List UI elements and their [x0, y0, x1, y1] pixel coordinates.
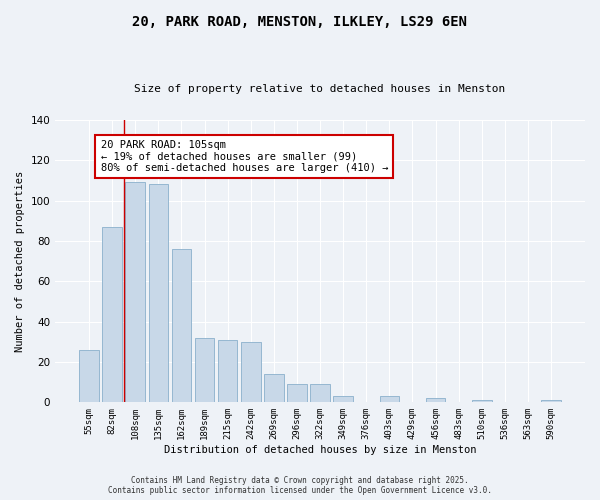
Bar [426, 398, 445, 402]
Bar [310, 384, 330, 402]
Bar [541, 400, 561, 402]
Text: Contains HM Land Registry data © Crown copyright and database right 2025.
Contai: Contains HM Land Registry data © Crown c… [108, 476, 492, 495]
Y-axis label: Number of detached properties: Number of detached properties [15, 170, 25, 352]
Bar [79, 350, 99, 403]
Bar [472, 400, 491, 402]
Bar [218, 340, 238, 402]
Text: 20 PARK ROAD: 105sqm
← 19% of detached houses are smaller (99)
80% of semi-detac: 20 PARK ROAD: 105sqm ← 19% of detached h… [101, 140, 388, 173]
Title: Size of property relative to detached houses in Menston: Size of property relative to detached ho… [134, 84, 506, 94]
Bar [172, 249, 191, 402]
Bar [125, 182, 145, 402]
Bar [334, 396, 353, 402]
Bar [380, 396, 399, 402]
Bar [103, 226, 122, 402]
Text: 20, PARK ROAD, MENSTON, ILKLEY, LS29 6EN: 20, PARK ROAD, MENSTON, ILKLEY, LS29 6EN [133, 15, 467, 29]
X-axis label: Distribution of detached houses by size in Menston: Distribution of detached houses by size … [164, 445, 476, 455]
Bar [241, 342, 260, 402]
Bar [149, 184, 168, 402]
Bar [264, 374, 284, 402]
Bar [195, 338, 214, 402]
Bar [287, 384, 307, 402]
